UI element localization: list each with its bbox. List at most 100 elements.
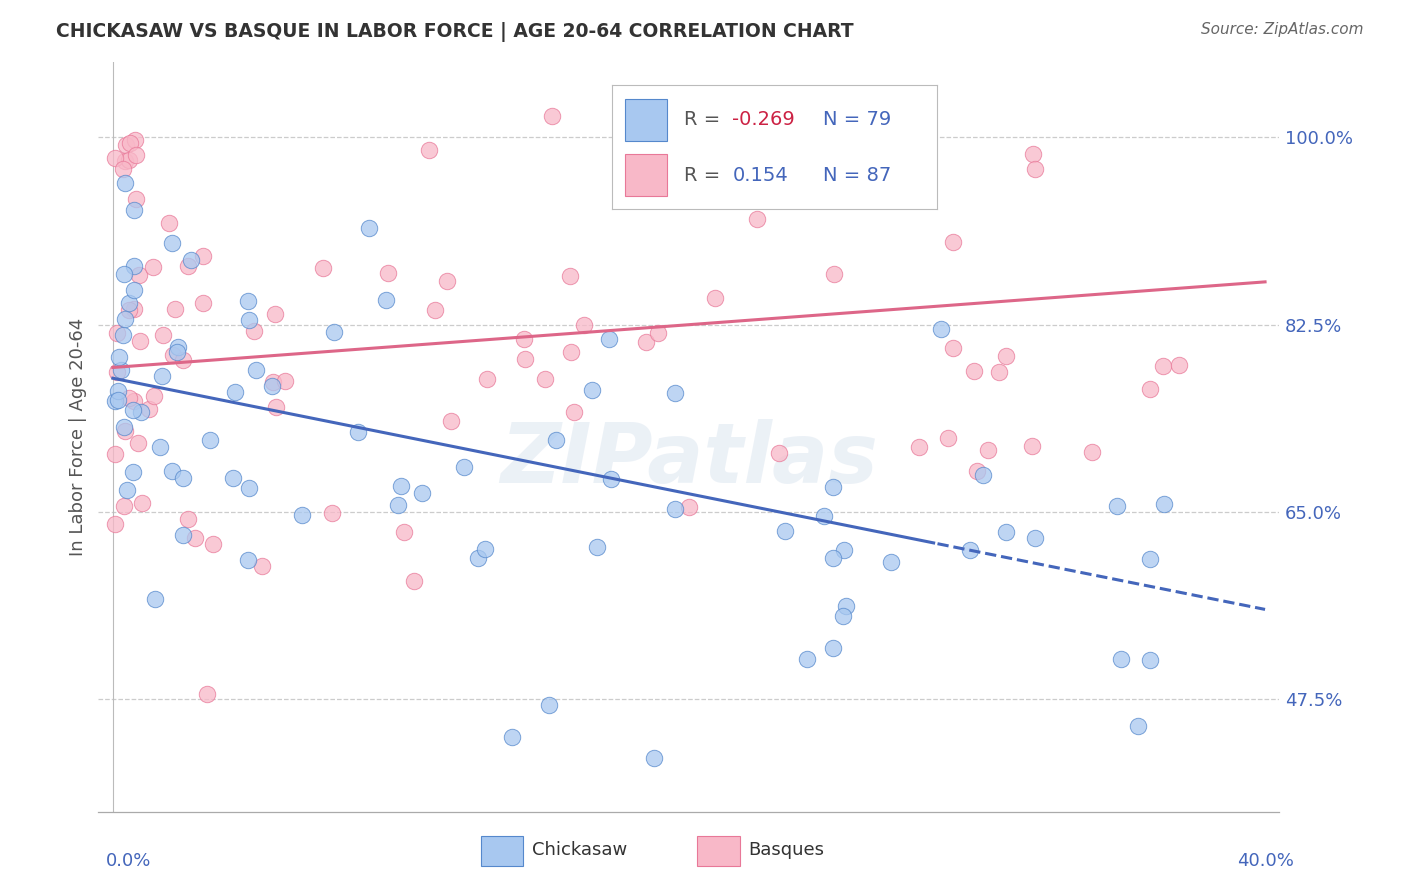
Point xyxy=(678,500,700,514)
Point xyxy=(262,375,284,389)
Point xyxy=(942,235,965,250)
Point xyxy=(821,480,844,494)
Point xyxy=(647,326,669,340)
Point xyxy=(972,467,994,482)
Text: CHICKASAW VS BASQUE IN LABOR FORCE | AGE 20-64 CORRELATION CHART: CHICKASAW VS BASQUE IN LABOR FORCE | AGE… xyxy=(56,22,853,42)
Point xyxy=(664,386,686,401)
Point xyxy=(165,301,187,316)
Point xyxy=(124,393,146,408)
Point xyxy=(263,307,285,321)
Point xyxy=(180,253,202,268)
Point xyxy=(166,345,188,359)
Point xyxy=(124,134,146,148)
Point xyxy=(821,641,844,656)
Point xyxy=(149,440,172,454)
Point xyxy=(453,459,475,474)
Point xyxy=(114,424,136,438)
Point xyxy=(832,608,855,623)
Point xyxy=(312,260,335,275)
Point xyxy=(222,471,245,485)
Point xyxy=(142,389,165,403)
Point xyxy=(598,332,620,346)
Point xyxy=(103,394,125,409)
Point xyxy=(323,325,346,339)
Point xyxy=(162,348,184,362)
Point xyxy=(104,447,127,461)
Point xyxy=(114,176,136,190)
Point xyxy=(125,148,148,162)
Point xyxy=(195,687,218,701)
Point xyxy=(988,365,1011,379)
Point xyxy=(111,328,134,343)
Point xyxy=(202,537,225,551)
Point xyxy=(124,302,146,317)
Point xyxy=(745,212,768,227)
Point xyxy=(560,268,582,283)
Point xyxy=(250,558,273,573)
Point xyxy=(122,284,145,298)
Point xyxy=(1024,531,1046,545)
Point xyxy=(111,162,134,177)
Point xyxy=(929,321,952,335)
Point xyxy=(375,293,398,308)
Point xyxy=(128,334,150,348)
Point xyxy=(131,496,153,510)
Y-axis label: In Labor Force | Age 20-64: In Labor Force | Age 20-64 xyxy=(69,318,87,557)
Point xyxy=(963,364,986,378)
Point xyxy=(936,431,959,445)
Point xyxy=(118,136,141,151)
Point xyxy=(238,293,260,308)
Point xyxy=(475,372,498,386)
Point xyxy=(1126,719,1149,733)
Point xyxy=(513,352,536,367)
Point xyxy=(835,599,858,614)
Point xyxy=(411,486,433,500)
Point xyxy=(118,391,141,405)
Point xyxy=(1107,499,1129,513)
Point xyxy=(162,464,184,478)
Point xyxy=(198,434,221,448)
Point xyxy=(541,109,564,123)
Point xyxy=(773,524,796,539)
Point xyxy=(1139,552,1161,566)
Point xyxy=(105,365,128,379)
Point xyxy=(377,266,399,280)
Point xyxy=(118,296,141,310)
Point xyxy=(321,507,343,521)
Point xyxy=(418,143,440,157)
Point xyxy=(104,517,127,532)
Point xyxy=(291,508,314,523)
Point xyxy=(425,303,447,318)
Point xyxy=(128,268,150,282)
Point xyxy=(823,268,845,282)
Point xyxy=(108,351,131,365)
Point xyxy=(242,324,264,338)
Point xyxy=(1152,359,1174,374)
Point xyxy=(440,414,463,428)
Point xyxy=(114,154,136,169)
Point xyxy=(107,384,129,398)
Point xyxy=(966,464,988,478)
Point xyxy=(143,591,166,606)
Point xyxy=(142,260,165,275)
Point xyxy=(112,500,135,514)
Point xyxy=(152,369,174,384)
Point xyxy=(129,405,152,419)
Point xyxy=(636,334,658,349)
Point xyxy=(796,652,818,666)
Point xyxy=(1109,652,1132,666)
Point xyxy=(942,341,965,355)
Point xyxy=(104,151,127,165)
Point xyxy=(157,216,180,230)
Point xyxy=(238,481,260,495)
Point xyxy=(121,403,143,417)
Point xyxy=(436,273,458,287)
Point xyxy=(152,327,174,342)
Point xyxy=(238,553,260,567)
Text: ZIPatlas: ZIPatlas xyxy=(501,419,877,500)
Point xyxy=(172,528,194,542)
Point xyxy=(1139,653,1161,667)
Point xyxy=(177,512,200,526)
Point xyxy=(224,384,246,399)
Point xyxy=(387,498,409,512)
